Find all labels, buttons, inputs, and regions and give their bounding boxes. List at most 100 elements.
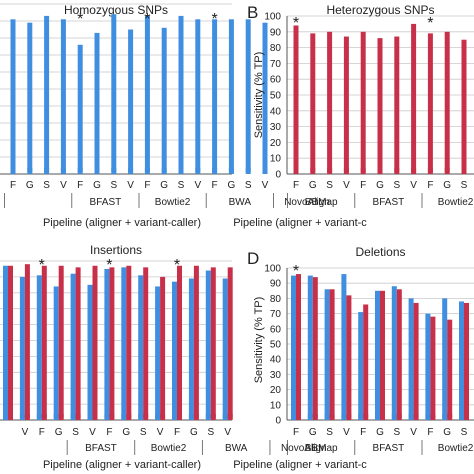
x-tick-label: S	[245, 180, 252, 191]
y-tick-label: 30	[270, 122, 282, 133]
bar-base	[77, 168, 83, 174]
panel-letter: B	[247, 3, 258, 22]
bar	[128, 29, 134, 172]
bar	[10, 19, 16, 172]
bar-base	[19, 414, 25, 420]
bar-base	[126, 414, 132, 420]
group-label: BBMap	[305, 443, 338, 454]
bar	[104, 268, 110, 418]
bar	[144, 15, 150, 173]
bar	[411, 23, 417, 173]
x-tick-label: G	[93, 180, 101, 191]
bar-base	[245, 168, 251, 174]
bar	[188, 278, 194, 418]
bar	[3, 265, 8, 418]
bar	[327, 31, 333, 172]
x-tick-label: F	[427, 427, 433, 438]
bar-base	[447, 414, 453, 420]
x-tick-label: S	[43, 180, 50, 191]
bar-base	[205, 414, 211, 420]
bar-base	[188, 414, 194, 420]
bar-base	[425, 414, 431, 420]
group-label: Bowtie2	[438, 443, 474, 454]
bar-base	[360, 168, 366, 174]
y-tick-label: 70	[270, 309, 282, 320]
chart-title: Insertions	[90, 243, 142, 257]
bar	[430, 316, 436, 418]
bar	[442, 298, 448, 418]
bar-base	[296, 414, 301, 420]
bar-base	[94, 168, 100, 174]
bar-base	[178, 168, 184, 174]
bar	[341, 274, 347, 418]
bar-base	[172, 414, 177, 420]
bar-base	[375, 414, 380, 420]
bar	[413, 302, 419, 418]
bar-base	[293, 168, 299, 174]
bar-base	[411, 168, 417, 174]
x-tick-label: S	[461, 180, 468, 191]
bar	[109, 267, 115, 418]
group-label: Bowtie2	[155, 197, 191, 208]
y-tick-label: 10	[270, 154, 282, 165]
bar	[444, 31, 450, 172]
group-label: Bowtie2	[151, 443, 187, 454]
x-tick-label: S	[140, 427, 147, 438]
bar	[245, 19, 251, 172]
group-label: Bowtie2	[438, 197, 474, 208]
bar	[161, 27, 167, 172]
x-tick-label: G	[443, 180, 451, 191]
x-tick-label: F	[10, 180, 16, 191]
y-tick-label: 10	[270, 400, 282, 411]
bar	[296, 274, 301, 418]
x-tick-label: F	[144, 180, 150, 191]
y-tick-label: 30	[270, 370, 282, 381]
bar	[44, 15, 50, 173]
bar-base	[346, 414, 352, 420]
x-tick-label: V	[157, 427, 164, 438]
x-tick-label: G	[376, 427, 384, 438]
bar	[394, 36, 400, 172]
x-tick-label: F	[360, 427, 366, 438]
bar	[459, 301, 464, 418]
bar-base	[3, 414, 8, 420]
bar-base	[161, 168, 167, 174]
bar-base	[128, 168, 134, 174]
bar-base	[70, 414, 76, 420]
bar-base	[459, 414, 464, 420]
bar-base	[394, 168, 400, 174]
bar-base	[210, 414, 216, 420]
x-tick-label: F	[360, 180, 366, 191]
x-tick-label: F	[293, 427, 299, 438]
x-tick-label: G	[309, 427, 317, 438]
bar-base	[24, 414, 30, 420]
bar-base	[444, 168, 450, 174]
bar	[329, 289, 335, 418]
bar	[310, 33, 316, 172]
group-label: NovoAlign	[284, 197, 330, 208]
bar-base	[430, 414, 436, 420]
x-tick-label: G	[228, 180, 236, 191]
bar-base	[41, 414, 47, 420]
bar-base	[10, 168, 16, 174]
bar-base	[329, 414, 335, 420]
bar-base	[8, 414, 13, 420]
x-tick-label: F	[39, 427, 45, 438]
bar	[177, 265, 182, 418]
x-tick-label: G	[443, 427, 451, 438]
bar	[27, 22, 33, 173]
bar	[312, 277, 318, 418]
bar-base	[60, 168, 66, 174]
x-tick-label: S	[72, 427, 79, 438]
bar-base	[464, 414, 469, 420]
bar	[212, 19, 218, 172]
bar	[464, 302, 469, 418]
bar-base	[262, 168, 268, 174]
bar	[380, 290, 385, 418]
x-tick-label: S	[326, 180, 333, 191]
bar-base	[341, 414, 347, 420]
bar	[138, 275, 144, 418]
group-label: BFAST	[85, 443, 117, 454]
x-tick-label: G	[26, 180, 34, 191]
